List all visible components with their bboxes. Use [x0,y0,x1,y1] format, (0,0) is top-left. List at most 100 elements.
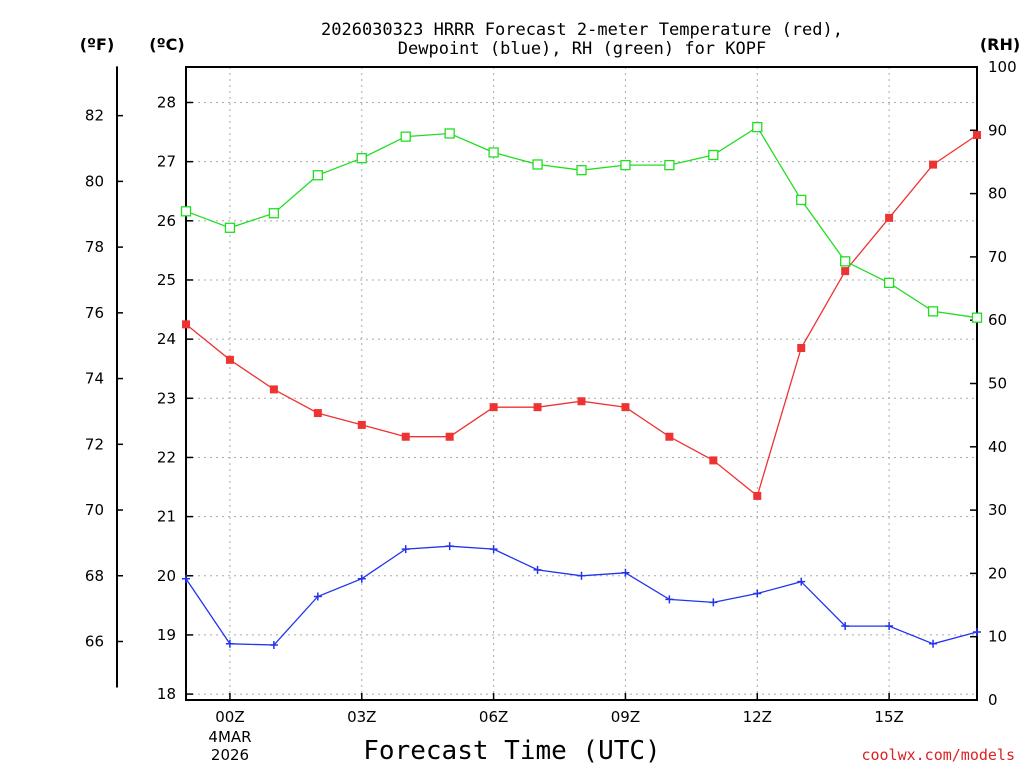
rh-tick-label: 20 [988,564,1007,582]
dewpoint-point [665,595,674,604]
fahrenheit-tick-label: 70 [85,501,104,519]
temperature-series [182,131,981,500]
rh-point [840,256,851,267]
rh-point [356,153,367,164]
dewpoint-point [841,622,850,631]
rh-line [185,126,978,319]
rh-point [708,149,719,161]
dewpoint-point [885,622,894,631]
dewpoint-point [182,574,190,583]
rh-tick-label: 30 [988,501,1007,519]
dewpoint-point [313,592,322,601]
fahrenheit-tick-label: 68 [85,567,104,585]
axes: 18 19 20 21 22 23 24 25 26 27 28 66 68 70 72 74 76 78 80 82… [85,58,1017,726]
x-tick-label: 06Z [479,708,508,726]
rh-tick-label: 40 [988,438,1007,456]
rh-tick-label: 70 [988,248,1007,266]
dewpoint-point [577,571,586,580]
rh-point [224,222,236,233]
dewpoint-point [225,639,234,648]
celsius-tick-label: 18 [157,685,176,703]
fahrenheit-tick-label: 66 [85,632,104,650]
dewpoint-point [445,542,454,551]
rh-point [752,121,763,133]
rh-tick-label: 100 [988,58,1017,76]
temperature-point [709,456,718,465]
rh-unit-label: (RH) [980,35,1020,54]
date-label-line2: 2026 [211,746,249,764]
dewpoint-point [533,565,542,574]
temperature-point [182,320,190,329]
rh-point [796,194,807,206]
temperature-point [357,420,366,429]
temperature-point [445,432,454,441]
fahrenheit-tick-label: 76 [85,304,104,322]
temperature-point [577,397,586,406]
x-tick-label: 00Z [215,708,244,726]
temperature-point [797,344,806,353]
fahrenheit-tick-label: 82 [85,107,104,125]
chart-title-line1: 2026030323 HRRR Forecast 2-meter Tempera… [321,20,843,40]
rh-tick-label: 50 [988,375,1007,393]
rh-point [312,170,323,181]
celsius-unit-label: (ºC) [149,35,184,54]
x-tick-label: 03Z [347,708,376,726]
celsius-tick-label: 26 [157,212,176,230]
chart-title-line2: Dewpoint (blue), RH (green) for KOPF [398,39,766,59]
temperature-point [489,403,498,412]
celsius-tick-label: 19 [157,626,176,644]
fahrenheit-unit-label: (ºF) [80,35,115,54]
rh-point [971,312,983,323]
temperature-point [533,403,542,412]
x-tick-label: 12Z [743,708,772,726]
temperature-point [841,267,850,276]
x-tick-label: 09Z [611,708,640,726]
temperature-point [621,403,630,412]
rh-point [620,159,631,171]
rh-point [488,147,499,158]
celsius-tick-label: 24 [157,330,176,348]
temperature-point [753,491,762,500]
rh-tick-label: 80 [988,185,1007,203]
dewpoint-point [973,627,981,636]
temperature-point [313,409,322,418]
dewpoint-point [929,639,938,648]
series-layer [180,121,983,649]
rh-point [664,159,675,171]
celsius-tick-label: 22 [157,448,176,466]
temperature-line [185,134,978,498]
temperature-point [885,213,894,222]
celsius-tick-label: 20 [157,567,176,585]
rh-series [180,121,983,323]
dewpoint-point [621,568,630,577]
celsius-tick-label: 23 [157,389,176,407]
celsius-tick-label: 21 [157,508,176,526]
dewpoint-point [709,598,718,607]
fahrenheit-tick-label: 72 [85,435,104,453]
x-axis-label: Forecast Time (UTC) [363,736,660,766]
rh-point [400,131,411,142]
temperature-point [269,385,278,394]
celsius-tick-label: 28 [157,93,176,111]
rh-point [532,159,543,170]
temperature-point [225,355,234,364]
dewpoint-point [401,545,410,554]
fahrenheit-tick-label: 80 [85,172,104,190]
dewpoint-series [182,542,981,649]
rh-point [268,208,280,219]
celsius-tick-label: 25 [157,271,176,289]
temperature-point [665,432,674,441]
temperature-point [401,432,410,441]
rh-point [927,306,939,317]
x-tick-label: 15Z [874,708,903,726]
dewpoint-point [489,545,498,554]
temperature-point [929,160,938,169]
temperature-point [973,131,981,140]
credit-text: coolwx.com/models [861,746,1015,764]
rh-point [180,206,192,217]
rh-point [883,277,895,289]
rh-tick-label: 10 [988,628,1007,646]
grid [186,67,977,700]
rh-tick-label: 60 [988,311,1007,329]
